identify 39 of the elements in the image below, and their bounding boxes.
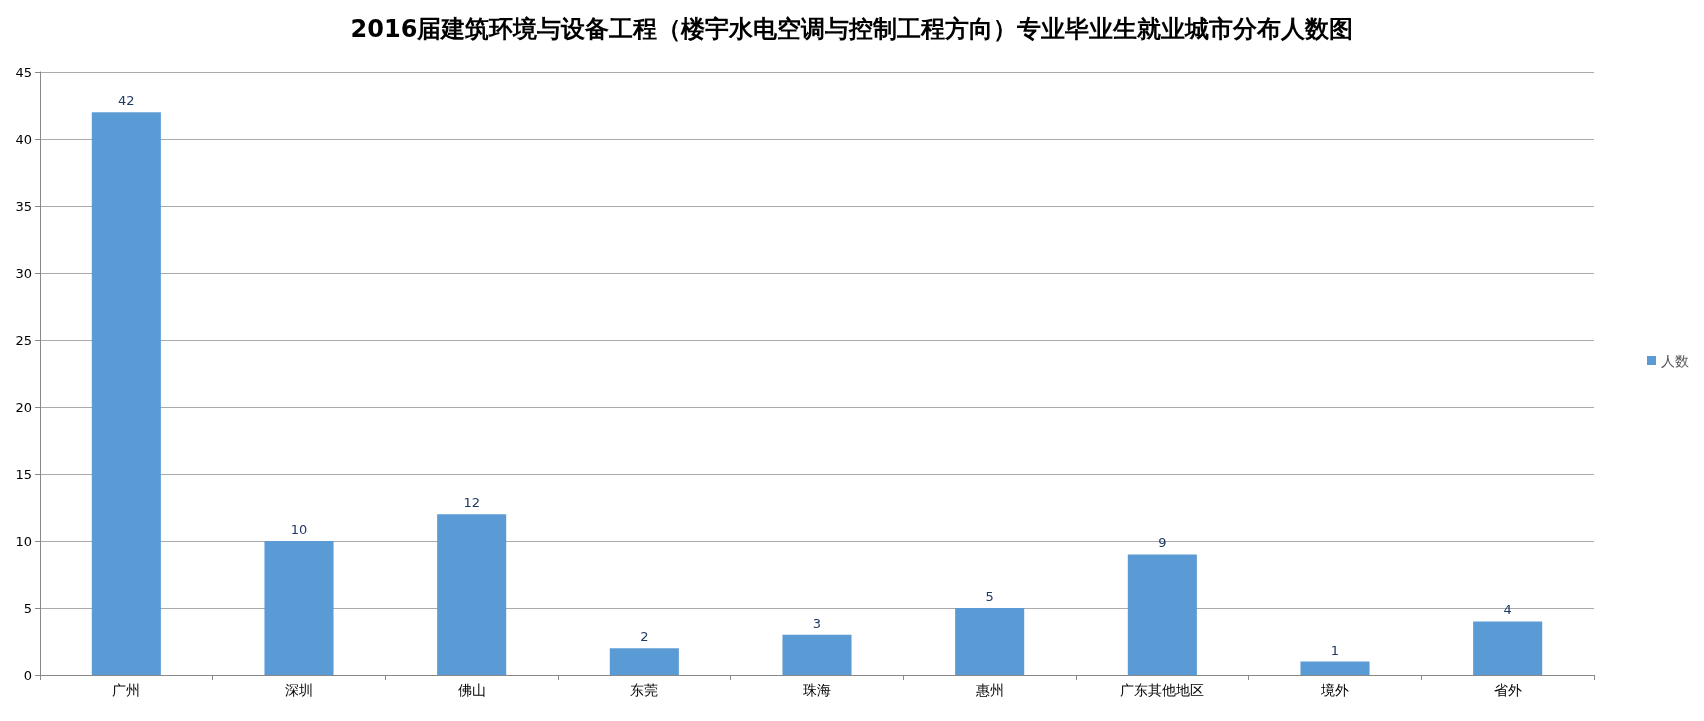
bar — [955, 608, 1025, 675]
bar — [437, 514, 507, 675]
y-tick-label: 20 — [15, 399, 32, 415]
y-tick-label: 10 — [15, 533, 32, 549]
y-tick-label: 40 — [15, 131, 32, 147]
y-tick-label: 45 — [15, 64, 32, 80]
x-tick-label: 珠海 — [803, 682, 831, 698]
x-tick-label: 东莞 — [630, 682, 659, 698]
x-tick-label: 境外 — [1320, 682, 1349, 698]
bar — [91, 112, 161, 675]
bar — [609, 648, 679, 675]
bar — [782, 634, 852, 675]
bar — [264, 541, 334, 675]
x-tick-label: 深圳 — [285, 682, 313, 698]
y-tick-label: 15 — [15, 466, 32, 482]
y-tick-label: 5 — [23, 600, 32, 616]
x-tick-label: 佛山 — [457, 682, 486, 698]
data-label: 4 — [1503, 602, 1512, 618]
data-label: 2 — [640, 629, 649, 645]
x-tick-label: 省外 — [1493, 682, 1522, 698]
data-label: 3 — [812, 615, 822, 631]
data-label: 9 — [1158, 535, 1167, 551]
data-label: 42 — [118, 93, 135, 109]
y-tick-label: 35 — [15, 198, 32, 214]
bar — [1300, 661, 1370, 675]
y-tick-label: 0 — [23, 667, 32, 683]
bar — [1127, 554, 1197, 675]
legend-label: 人数 — [1661, 352, 1689, 369]
bar — [1473, 621, 1543, 675]
data-label: 10 — [290, 522, 308, 537]
y-tick-label: 30 — [15, 265, 32, 281]
chart-title: 2016届建筑环境与设备工程（楼宇水电空调与控制工程方向）专业毕业生就业城市分布人数图 — [350, 15, 1354, 43]
x-tick-label: 惠州 — [974, 682, 1004, 698]
y-tick-label: 25 — [15, 332, 32, 348]
data-label: 12 — [463, 495, 480, 511]
x-tick-label: 广东其他地区 — [1120, 682, 1205, 698]
data-label: 1 — [1330, 642, 1340, 658]
data-label: 5 — [985, 589, 994, 604]
x-tick-label: 广州 — [112, 682, 141, 698]
